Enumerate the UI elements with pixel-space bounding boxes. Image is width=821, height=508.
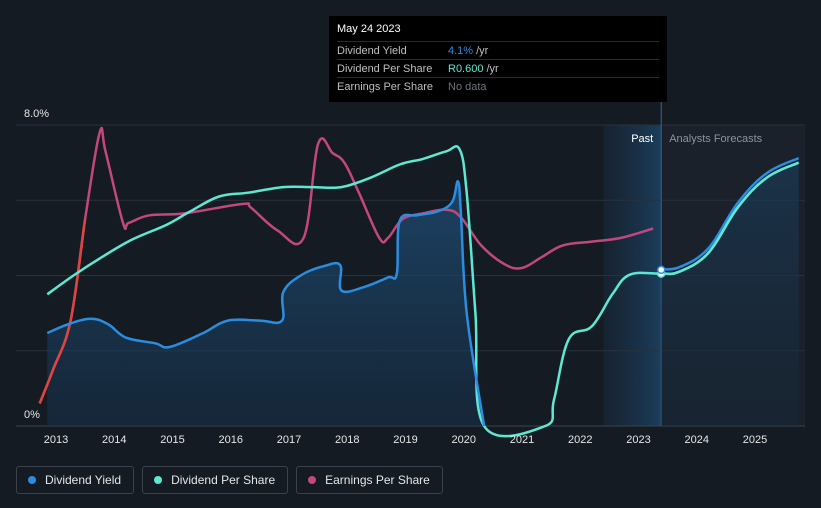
x-tick-label: 2013: [44, 434, 68, 446]
legend-dot-icon: [308, 476, 317, 484]
x-tick-label: 2017: [277, 434, 301, 446]
x-tick-label: 2020: [452, 434, 476, 446]
chart-legend: Dividend Yield Dividend Per Share Earnin…: [16, 466, 451, 494]
earnings-per-share-line: [38, 126, 654, 404]
forecast-area: [661, 162, 799, 426]
legend-label: Earnings Per Share: [325, 473, 430, 487]
tooltip-unit: /yr: [486, 62, 499, 75]
legend-label: Dividend Per Share: [171, 473, 276, 487]
legend-label: Dividend Yield: [45, 473, 122, 487]
dividend-yield-line: [46, 180, 486, 427]
legend-item-dividend-yield[interactable]: Dividend Yield: [16, 466, 135, 494]
y-tick-label: 8.0%: [24, 108, 49, 120]
tooltip-date: May 24 2023: [337, 23, 401, 35]
tooltip-label: Dividend Yield: [337, 44, 407, 57]
hover-marker: [656, 265, 666, 275]
tooltip-value: R0.600: [448, 62, 484, 75]
legend-dot-icon: [28, 476, 36, 484]
x-tick-label: 2019: [393, 434, 417, 446]
x-tick-label: 2014: [102, 434, 126, 446]
tooltip-row-dividend-per-share: Dividend Per Share R0.600 /yr: [337, 59, 659, 77]
past-label: Past: [631, 133, 653, 145]
y-tick-label: 0%: [24, 409, 40, 421]
x-tick-label: 2025: [743, 434, 767, 446]
tooltip-unit: /yr: [476, 44, 489, 57]
tooltip-row-dividend-yield: Dividend Yield 4.1% /yr: [337, 41, 659, 59]
x-tick-label: 2016: [219, 434, 243, 446]
x-tick-label: 2021: [510, 434, 534, 446]
tooltip-value: No data: [448, 80, 487, 93]
tooltip-label: Dividend Per Share: [337, 62, 433, 75]
legend-dot-icon: [154, 476, 163, 484]
earnings-negative-segment: [38, 218, 87, 404]
x-tick-label: 2015: [160, 434, 184, 446]
dividend-yield-forecast-line: [661, 156, 800, 271]
tooltip-row-earnings-per-share: Earnings Per Share No data: [337, 77, 659, 95]
x-tick-label: 2022: [568, 434, 592, 446]
legend-item-earnings-per-share[interactable]: Earnings Per Share: [296, 466, 443, 494]
dividend-yield-area: [47, 181, 485, 426]
x-tick-label: 2023: [626, 434, 650, 446]
forecast-label: Analysts Forecasts: [669, 133, 762, 145]
hover-tooltip: May 24 2023 Dividend Yield 4.1% /yr Divi…: [329, 16, 667, 102]
tooltip-value: 4.1%: [448, 44, 474, 57]
dividend-per-share-forecast-line: [661, 161, 800, 276]
x-tick-label: 2024: [685, 434, 709, 446]
tooltip-label: Earnings Per Share: [337, 80, 433, 93]
x-tick-label: 2018: [335, 434, 359, 446]
legend-item-dividend-per-share[interactable]: Dividend Per Share: [142, 466, 289, 494]
